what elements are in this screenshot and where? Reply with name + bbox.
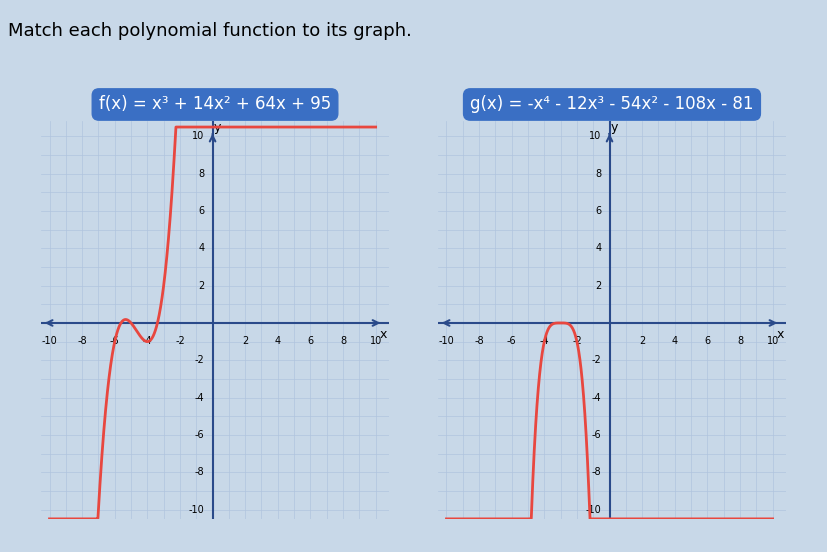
Text: -6: -6 — [195, 430, 204, 440]
Text: -4: -4 — [195, 392, 204, 402]
Text: 4: 4 — [595, 243, 601, 253]
Text: 8: 8 — [198, 169, 204, 179]
Text: 2: 2 — [595, 280, 601, 291]
Text: -2: -2 — [572, 336, 582, 346]
Text: 4: 4 — [198, 243, 204, 253]
Text: -6: -6 — [507, 336, 517, 346]
Text: y: y — [610, 120, 618, 134]
Text: 6: 6 — [595, 206, 601, 216]
Text: -2: -2 — [175, 336, 185, 346]
Text: 8: 8 — [340, 336, 346, 346]
Text: -2: -2 — [591, 355, 601, 365]
Text: f(x) = x³ + 14x² + 64x + 95: f(x) = x³ + 14x² + 64x + 95 — [99, 95, 331, 114]
Text: -4: -4 — [592, 392, 601, 402]
Text: -10: -10 — [41, 336, 57, 346]
Text: Match each polynomial function to its graph.: Match each polynomial function to its gr… — [8, 22, 412, 40]
Text: 6: 6 — [198, 206, 204, 216]
Text: 4: 4 — [275, 336, 281, 346]
Text: -2: -2 — [194, 355, 204, 365]
Text: g(x) = -x⁴ - 12x³ - 54x² - 108x - 81: g(x) = -x⁴ - 12x³ - 54x² - 108x - 81 — [471, 95, 753, 114]
Text: y: y — [213, 120, 221, 134]
Text: 8: 8 — [595, 169, 601, 179]
Text: 10: 10 — [370, 336, 382, 346]
Text: -8: -8 — [592, 467, 601, 477]
Text: x: x — [777, 328, 785, 341]
Text: -6: -6 — [592, 430, 601, 440]
Text: 2: 2 — [242, 336, 248, 346]
Text: x: x — [380, 328, 388, 341]
Text: 10: 10 — [589, 131, 601, 141]
Text: -8: -8 — [77, 336, 87, 346]
Text: -10: -10 — [189, 505, 204, 514]
Text: 10: 10 — [767, 336, 779, 346]
Text: -10: -10 — [438, 336, 454, 346]
Text: -4: -4 — [539, 336, 549, 346]
Text: -6: -6 — [110, 336, 120, 346]
Text: 2: 2 — [198, 280, 204, 291]
Text: -4: -4 — [142, 336, 152, 346]
Text: -8: -8 — [474, 336, 484, 346]
Text: 4: 4 — [672, 336, 678, 346]
Text: 2: 2 — [639, 336, 645, 346]
Text: -10: -10 — [586, 505, 601, 514]
Text: -8: -8 — [195, 467, 204, 477]
Text: 10: 10 — [192, 131, 204, 141]
Text: 6: 6 — [705, 336, 710, 346]
Text: 6: 6 — [308, 336, 313, 346]
Text: 8: 8 — [737, 336, 743, 346]
